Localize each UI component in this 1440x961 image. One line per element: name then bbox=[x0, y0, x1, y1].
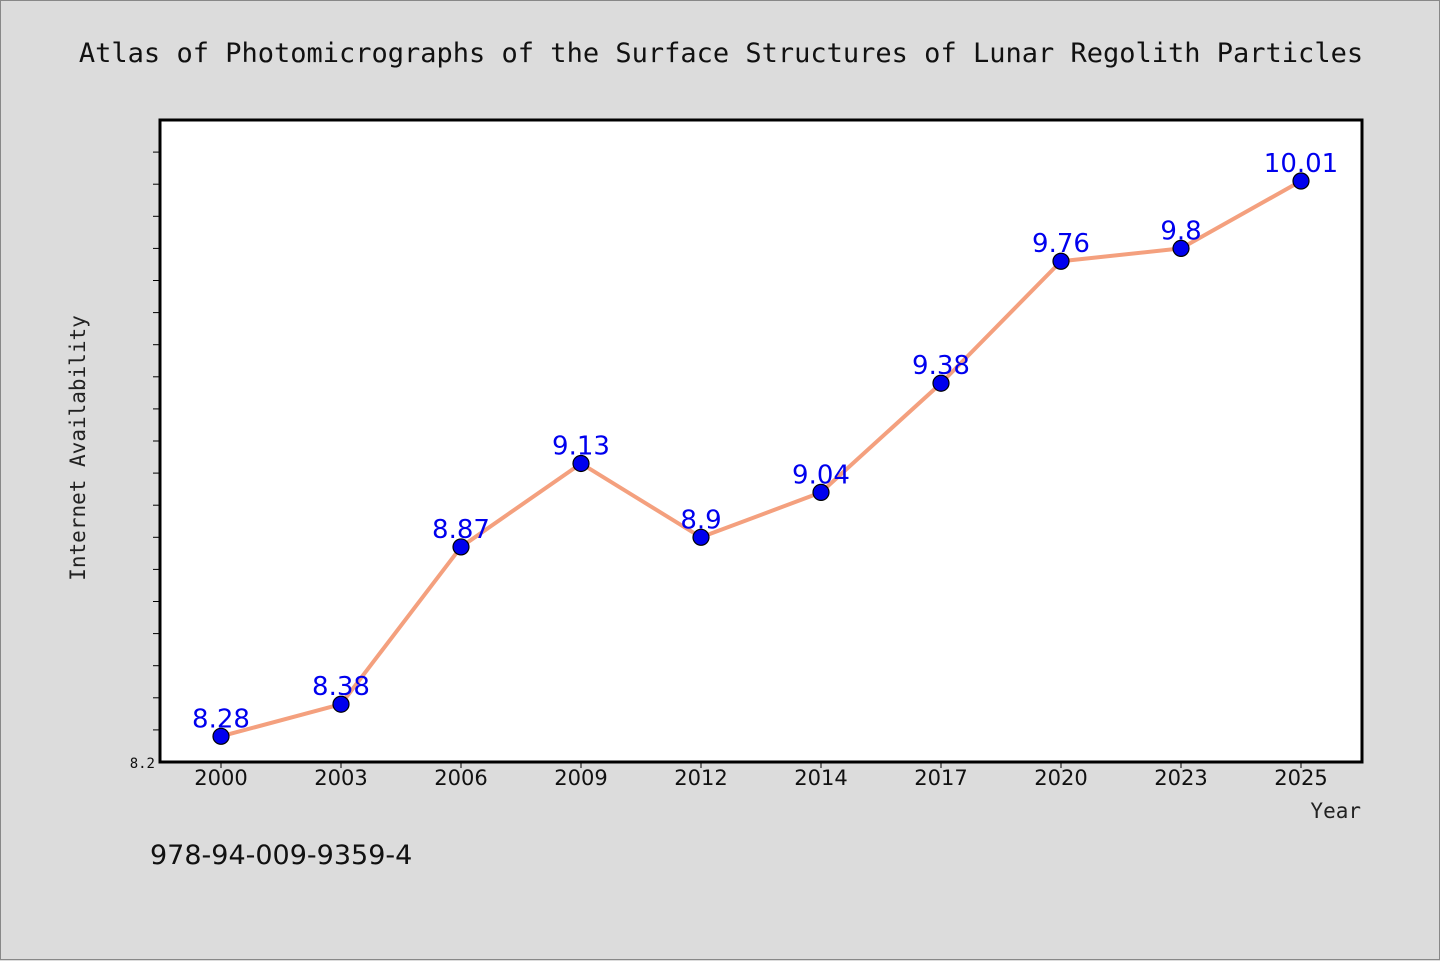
data-point bbox=[812, 483, 830, 501]
x-axis-ticks: 2000 2003 2006 2009 2012 2014 2017 2020 2023 2025 bbox=[194, 762, 1328, 790]
data-label: 8.38 bbox=[312, 672, 370, 702]
data-label: 9.13 bbox=[552, 431, 610, 461]
data-label: 10.01 bbox=[1264, 149, 1338, 179]
data-point bbox=[572, 454, 590, 473]
data-label: 9.8 bbox=[1160, 216, 1201, 246]
data-point bbox=[452, 538, 470, 556]
x-tick-label: 2020 bbox=[1034, 766, 1087, 790]
data-point bbox=[1292, 172, 1310, 190]
data-point bbox=[1052, 252, 1070, 270]
data-point bbox=[1172, 239, 1190, 257]
data-label: 9.38 bbox=[912, 351, 970, 381]
data-label: 8.28 bbox=[192, 704, 250, 734]
y-axis-label: Internet Availability bbox=[66, 315, 90, 581]
footer-isbn: 978-94-009-9359-4 bbox=[150, 840, 412, 871]
y-tick-label: 8.2 bbox=[130, 756, 155, 772]
x-tick-label: 2023 bbox=[1154, 766, 1207, 790]
data-point bbox=[212, 727, 230, 745]
data-label: 9.76 bbox=[1032, 229, 1090, 259]
series-layer: 8.28 8.38 8.87 9.13 8.9 9.04 9.38 9.76 9.8 10.01 bbox=[192, 149, 1338, 745]
y-axis-ticks: 8.2 bbox=[130, 151, 160, 772]
chart-title: Atlas of Photomicrographs of the Surface… bbox=[79, 38, 1363, 69]
data-point bbox=[332, 695, 350, 713]
data-point bbox=[692, 528, 710, 546]
data-point bbox=[932, 374, 950, 392]
x-tick-label: 2006 bbox=[434, 766, 487, 790]
x-tick-label: 2003 bbox=[314, 766, 367, 790]
x-tick-label: 2009 bbox=[554, 766, 607, 790]
series-line bbox=[220, 179, 1302, 739]
x-tick-label: 2012 bbox=[674, 766, 727, 790]
x-tick-label: 2025 bbox=[1274, 766, 1327, 790]
x-tick-label: 2000 bbox=[194, 766, 247, 790]
data-label: 8.9 bbox=[680, 505, 721, 535]
data-label: 9.04 bbox=[792, 460, 850, 490]
x-tick-label: 2017 bbox=[914, 766, 967, 790]
data-label: 8.87 bbox=[432, 515, 490, 545]
plot-area bbox=[158, 118, 1364, 764]
x-axis-label: Year bbox=[1310, 799, 1361, 823]
x-tick-label: 2014 bbox=[794, 766, 847, 790]
